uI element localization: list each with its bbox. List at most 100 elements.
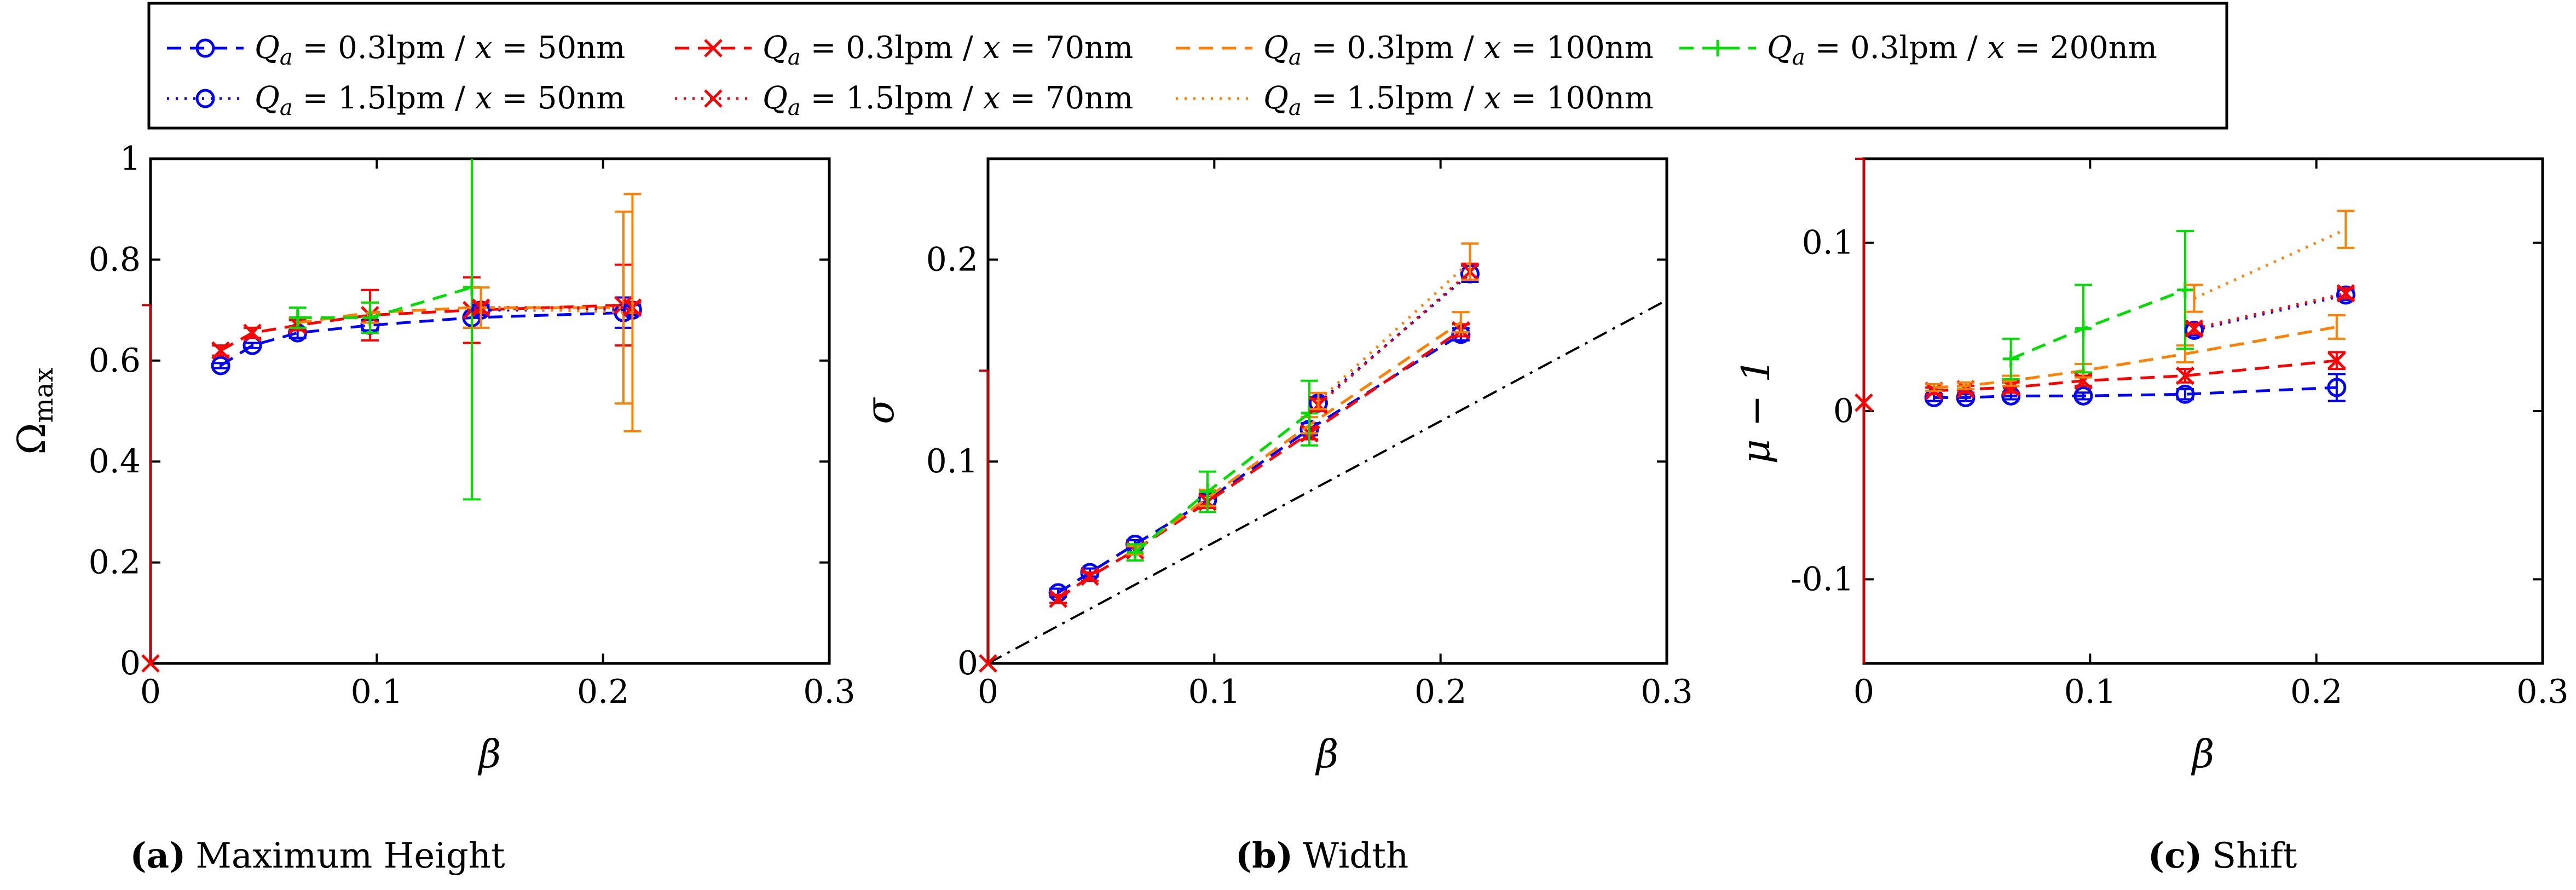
y-axis-label: σ — [858, 397, 903, 424]
y-tick-label: 0 — [1833, 392, 1854, 430]
data-point — [2184, 320, 2204, 340]
x-tick-label: 0.3 — [803, 673, 855, 711]
y-tick-label: 1 — [120, 140, 141, 178]
x-tick-label: 0.1 — [1188, 673, 1240, 711]
legend-box — [147, 2, 2228, 130]
legend-entry-s03_50: Qa = 0.3lpm / x = 50nm — [167, 30, 625, 70]
legend-swatch-marker — [704, 39, 723, 57]
legend-swatch-marker-stroke-b — [704, 89, 723, 108]
legend-label: Qa = 1.5lpm / x = 70nm — [763, 80, 1133, 120]
data-point-stroke-b — [2001, 378, 2020, 397]
x-tick-label: 0.2 — [2290, 673, 2342, 711]
data-point — [2327, 351, 2346, 370]
origin-marker — [141, 654, 160, 673]
x-axis-label: β — [2191, 732, 2214, 777]
caption-b: (b) Width — [1235, 835, 1408, 876]
series-line — [1934, 359, 2337, 392]
data-point-stroke-b — [2185, 319, 2204, 338]
series-line — [2193, 293, 2346, 332]
legend-swatch-marker-stroke-b — [704, 39, 723, 57]
data-point-stroke-b — [243, 323, 262, 342]
data-point-stroke-b — [2074, 371, 2093, 390]
x-tick-label: 0.3 — [2516, 673, 2568, 711]
legend-label: Qa = 0.3lpm / x = 70nm — [763, 30, 1133, 70]
series-s15_70 — [2185, 284, 2355, 338]
x-axis-label: β — [477, 732, 501, 777]
series-line — [1134, 321, 1462, 552]
series-line — [1317, 270, 1471, 406]
data-point-stroke-b — [1049, 590, 1067, 608]
legend-entry-s15_100: Qa = 1.5lpm / x = 100nm — [1176, 80, 1654, 120]
legend-label: Qa = 1.5lpm / x = 50nm — [255, 80, 625, 120]
data-point — [243, 323, 262, 342]
data-point — [2002, 350, 2019, 367]
data-point-stroke-b — [2176, 366, 2194, 385]
origin-marker — [979, 654, 997, 673]
series-s03_200 — [288, 159, 481, 501]
panel-shift: 0 0.1 0.2 0.3 -0.1 0 0.1 β μ − 1 — [1734, 157, 2569, 777]
error-bar — [2327, 314, 2346, 340]
y-tick-label: 0.2 — [89, 544, 141, 582]
data-point — [2336, 284, 2355, 303]
panel-maximum-height: 0 0.1 0.2 0.3 0 0.2 0.4 0.6 0.8 1 β Ωmax — [9, 140, 856, 777]
series-line — [1134, 412, 1310, 554]
data-point — [1049, 590, 1067, 608]
legend-label: Qa = 1.5lpm / x = 100nm — [1263, 80, 1654, 120]
series-line — [220, 303, 623, 352]
legend-swatch-marker — [704, 89, 723, 108]
x-tick-label: 0.3 — [1641, 673, 1693, 711]
legend-entry-s03_200: Qa = 0.3lpm / x = 200nm — [1679, 30, 2157, 70]
data-point — [211, 341, 230, 360]
data-point-stroke-b — [1081, 567, 1099, 586]
legend-label: Qa = 0.3lpm / x = 50nm — [255, 30, 625, 70]
y-tick-label: 0.1 — [1802, 224, 1854, 262]
legend-label: Qa = 0.3lpm / x = 100nm — [1263, 30, 1654, 70]
captions: (a) Maximum Height (b) Width (c) Shift — [130, 835, 2297, 876]
origin-marker-stroke-b — [141, 654, 160, 673]
legend-label: Qa = 0.3lpm / x = 200nm — [1767, 30, 2157, 70]
data-point-stroke-b — [2327, 351, 2346, 370]
error-bar — [2074, 391, 2092, 401]
legend-entry-s15_70: Qa = 1.5lpm / x = 70nm — [675, 80, 1133, 120]
y-tick-label: 0 — [957, 644, 978, 683]
series-line — [2193, 228, 2347, 300]
series-s03_70 — [1925, 351, 2346, 400]
legend-entry-s15_50: Qa = 1.5lpm / x = 50nm — [167, 80, 625, 120]
y-tick-label: 0.6 — [89, 342, 141, 380]
error-bar — [623, 193, 642, 432]
reference-line — [988, 299, 1667, 663]
legend-entry-s03_70: Qa = 0.3lpm / x = 70nm — [675, 30, 1133, 70]
x-tick-label: 0 — [140, 673, 161, 711]
data-point — [2185, 319, 2204, 338]
legend-swatch-marker — [195, 38, 215, 58]
data-point — [2074, 371, 2093, 390]
error-bar — [1957, 381, 1974, 391]
data-point — [1081, 567, 1099, 586]
series-s03_200 — [1126, 379, 1318, 562]
y-tick-label: 0.1 — [926, 442, 978, 481]
data-point — [2336, 285, 2355, 305]
y-axis-label: Ωmax — [9, 367, 59, 454]
data-point — [361, 309, 378, 326]
error-bar — [2185, 284, 2203, 313]
error-bar — [1309, 391, 1327, 411]
origin-marker — [1855, 393, 1873, 412]
legend: Qa = 0.3lpm / x = 50nm Qa = 0.3lpm / x = … — [147, 2, 2228, 130]
data-point — [211, 356, 230, 375]
data-point — [1301, 404, 1318, 421]
error-bar — [1452, 311, 1470, 334]
y-tick-label: -0.1 — [1791, 560, 1854, 598]
series-line — [2193, 292, 2346, 330]
error-bar — [1925, 383, 1943, 392]
series-s15_100 — [2185, 210, 2355, 313]
axes-frame — [1862, 157, 2544, 665]
error-bar — [2337, 210, 2355, 249]
series-line — [297, 306, 623, 325]
data-point — [2327, 378, 2347, 397]
caption-c: (c) Shift — [2148, 835, 2297, 876]
caption-a: (a) Maximum Height — [130, 835, 505, 876]
error-bar — [212, 362, 230, 369]
plot-area — [1924, 210, 2355, 407]
data-point — [2073, 386, 2093, 406]
